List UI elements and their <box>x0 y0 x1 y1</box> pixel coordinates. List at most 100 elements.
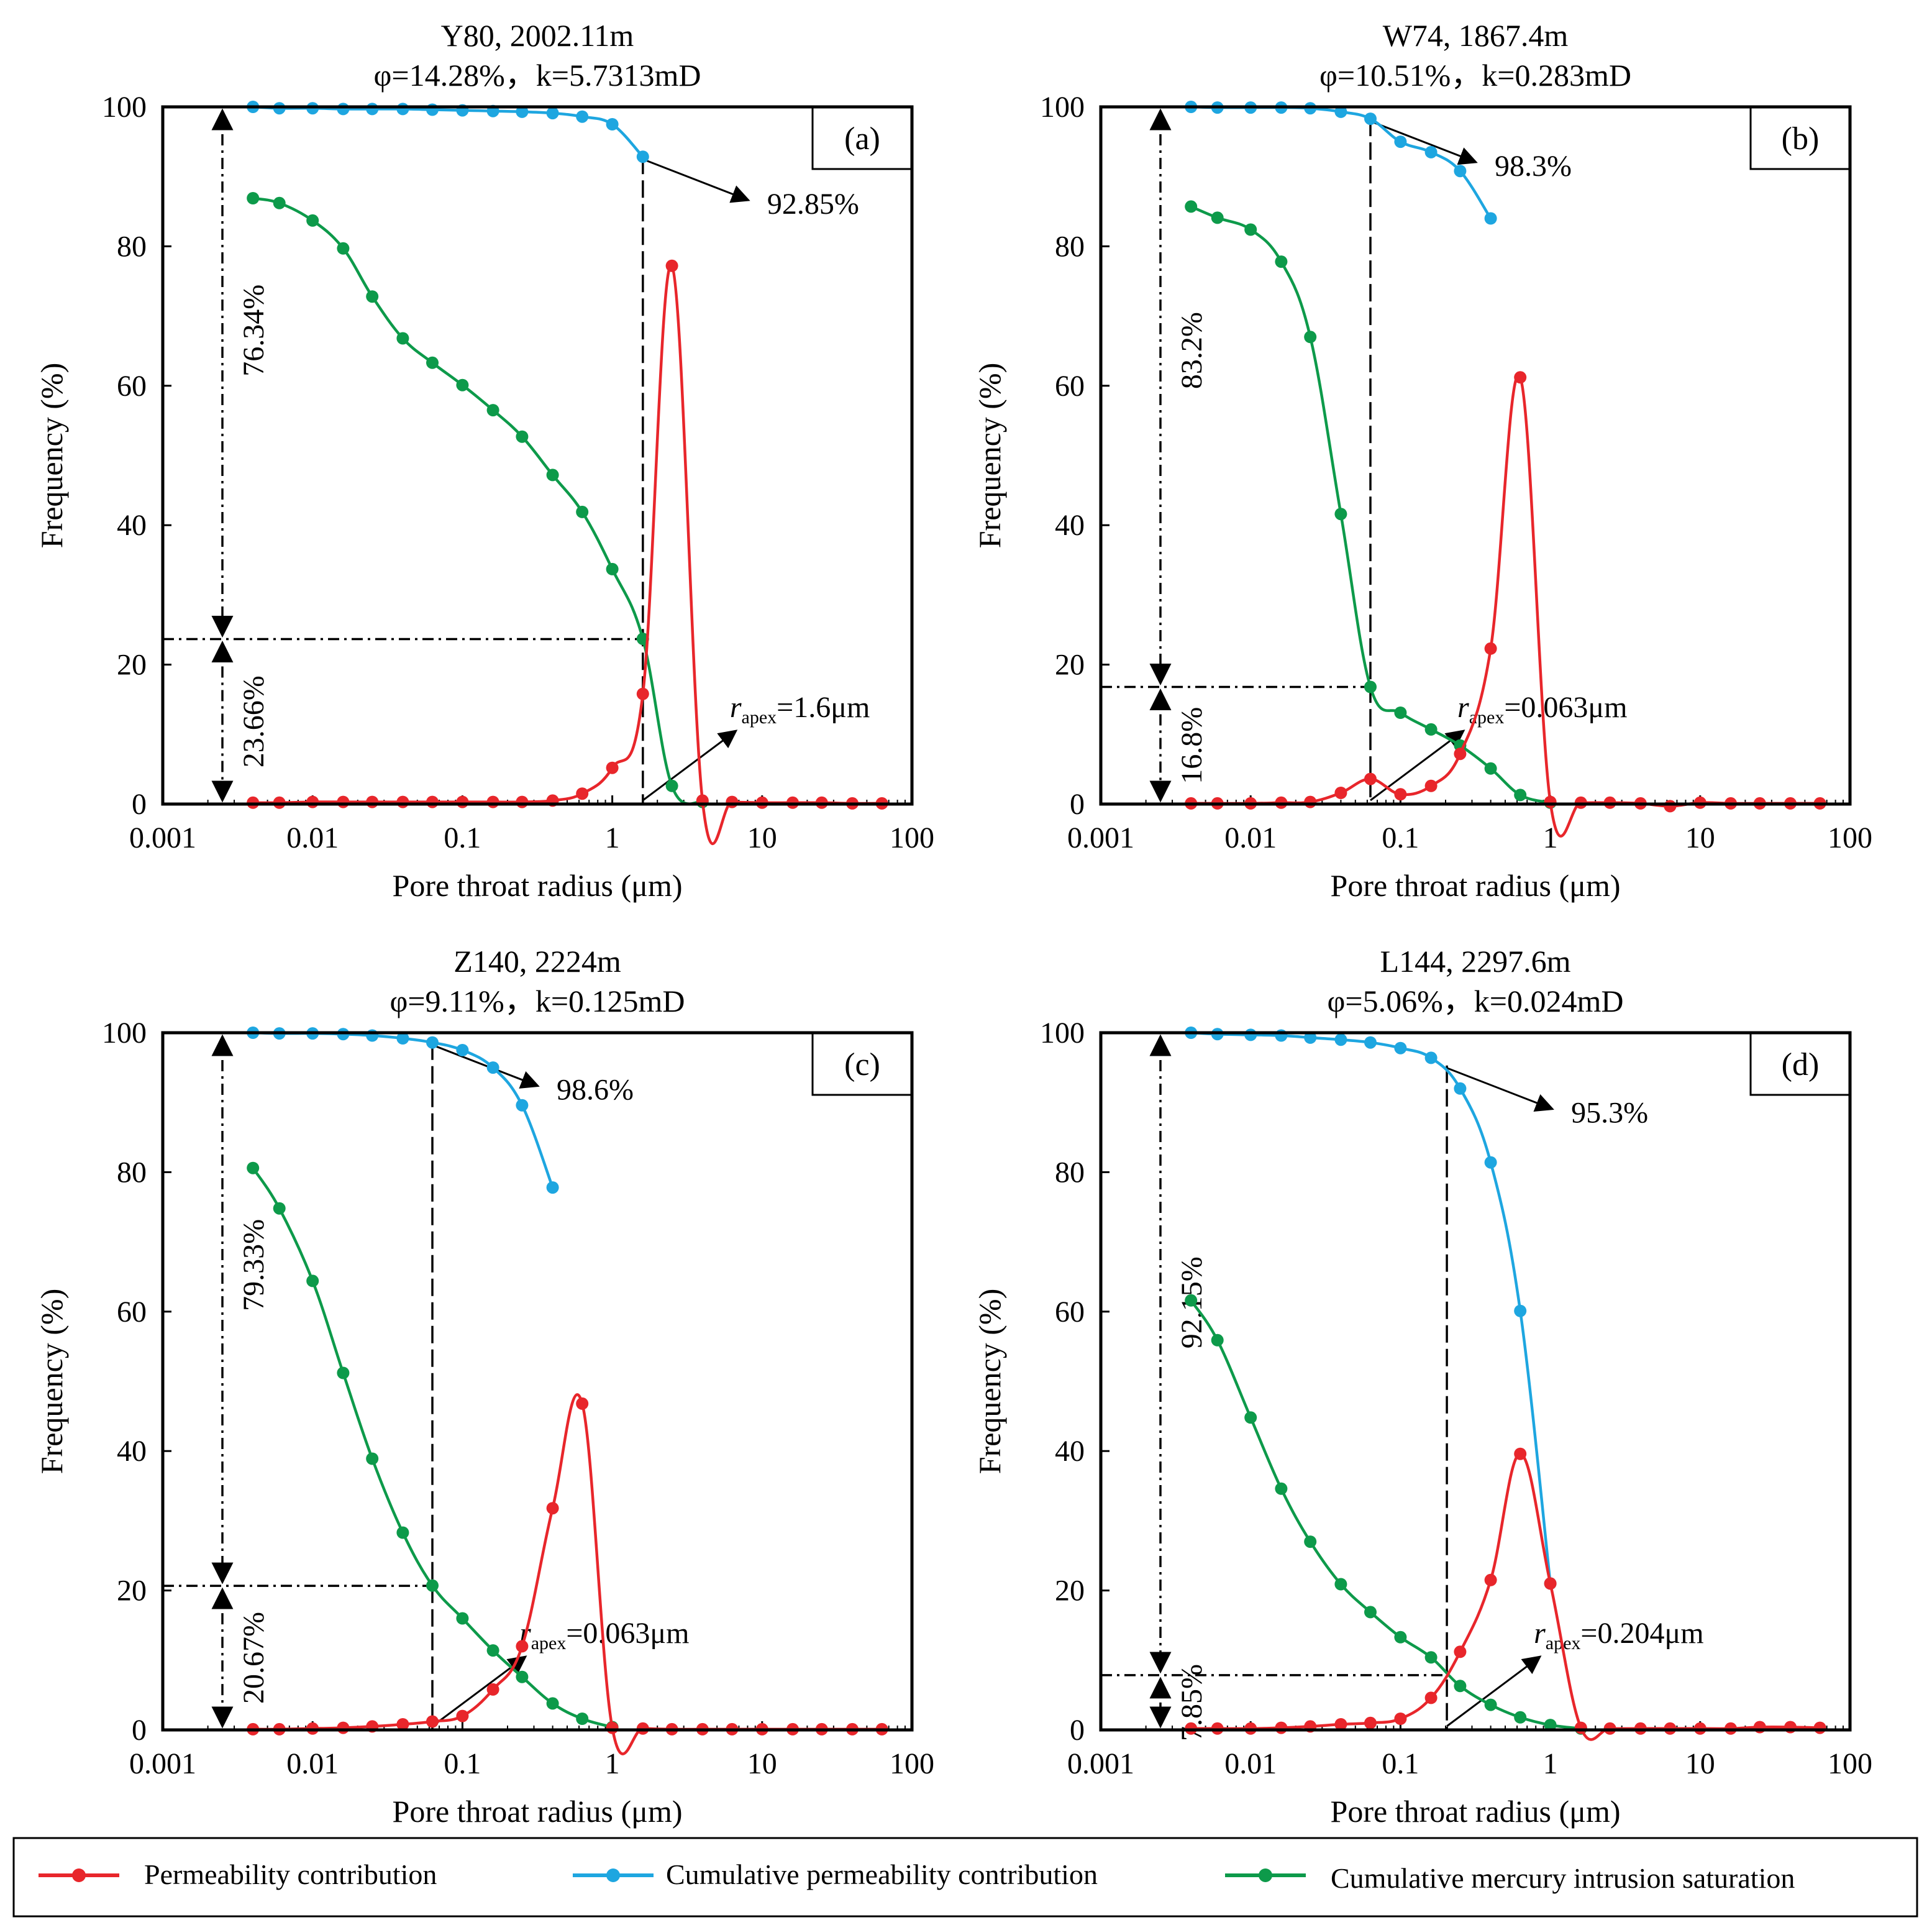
data-point-cumulative-permeability-contribution <box>1484 1156 1497 1169</box>
data-point-permeability-contribution <box>1484 642 1497 655</box>
y-tick-label: 80 <box>117 1156 147 1189</box>
y-tick-label: 60 <box>1055 1296 1085 1329</box>
legend-label-cumulative-mercury-intrusion-saturation: Cumulative mercury intrusion saturation <box>1331 1862 1795 1894</box>
r-apex-value: =0.063μm <box>1504 691 1627 724</box>
data-point-cumulative-mercury-intrusion-saturation <box>1484 1698 1497 1711</box>
x-tick-label: 0.01 <box>1224 821 1277 854</box>
panel-label: (c) <box>844 1047 880 1082</box>
data-point-cumulative-mercury-intrusion-saturation <box>606 562 619 575</box>
r-apex-arrow <box>1370 729 1465 802</box>
data-point-cumulative-permeability-contribution <box>426 1036 439 1049</box>
data-point-cumulative-mercury-intrusion-saturation <box>486 1644 499 1657</box>
y-tick-label: 40 <box>1055 509 1085 542</box>
x-tick-label: 10 <box>747 821 777 854</box>
data-point-permeability-contribution <box>456 795 469 808</box>
data-point-cumulative-mercury-intrusion-saturation <box>1185 200 1198 213</box>
legend-box <box>12 1837 1918 1918</box>
data-point-cumulative-permeability-contribution <box>396 103 409 116</box>
data-point-cumulative-permeability-contribution <box>366 103 379 116</box>
data-point-permeability-contribution <box>486 795 499 808</box>
data-point-cumulative-mercury-intrusion-saturation <box>1304 331 1317 344</box>
data-point-permeability-contribution <box>1275 1721 1288 1734</box>
data-point-cumulative-mercury-intrusion-saturation <box>247 1161 260 1174</box>
x-tick-label: 0.001 <box>1067 821 1134 854</box>
data-point-cumulative-mercury-intrusion-saturation <box>456 1612 469 1625</box>
data-point-permeability-contribution <box>426 1715 439 1728</box>
data-point-permeability-contribution <box>486 1683 499 1696</box>
x-tick-label: 0.01 <box>286 821 339 854</box>
plot-frame <box>161 105 914 806</box>
y-tick-label: 40 <box>117 1435 147 1468</box>
data-point-permeability-contribution <box>1334 1718 1347 1731</box>
data-point-permeability-contribution <box>1484 1573 1497 1586</box>
data-point-permeability-contribution <box>396 795 409 808</box>
legend: Permeability contribution Cumulative per… <box>12 1837 1918 1918</box>
r-apex-value: =0.063μm <box>566 1617 689 1650</box>
data-point-cumulative-mercury-intrusion-saturation <box>1364 680 1377 693</box>
cumulative-point-label: 92.85% <box>767 188 859 221</box>
x-tick-label: 1 <box>1543 1747 1558 1780</box>
data-point-cumulative-mercury-intrusion-saturation <box>1394 707 1407 719</box>
x-axis-label: Pore throat radius (μm) <box>393 868 683 903</box>
x-tick-label: 0.001 <box>1067 1747 1134 1780</box>
data-point-cumulative-mercury-intrusion-saturation <box>247 192 260 204</box>
data-point-cumulative-permeability-contribution <box>396 1032 409 1045</box>
data-point-cumulative-mercury-intrusion-saturation <box>337 242 350 255</box>
y-axis-label: Frequency (%) <box>972 1289 1007 1475</box>
data-point-permeability-contribution <box>1544 795 1557 808</box>
data-point-permeability-contribution <box>726 795 739 808</box>
upper-percentage-label: 83.2% <box>1175 312 1208 389</box>
y-tick-label: 60 <box>117 370 147 403</box>
r-apex-arrow <box>642 729 738 802</box>
data-point-cumulative-permeability-contribution <box>456 1044 469 1056</box>
data-point-cumulative-mercury-intrusion-saturation <box>396 1526 409 1539</box>
data-point-permeability-contribution <box>516 795 529 808</box>
x-tick-label: 1 <box>605 821 620 854</box>
data-point-cumulative-permeability-contribution <box>636 150 649 163</box>
chart-title: L144, 2297.6m <box>1380 944 1571 979</box>
data-point-cumulative-mercury-intrusion-saturation <box>1514 789 1527 802</box>
data-point-cumulative-mercury-intrusion-saturation <box>576 1713 589 1725</box>
y-tick-label: 20 <box>117 649 147 682</box>
data-point-cumulative-permeability-contribution <box>516 1099 529 1112</box>
cumulative-point-arrow <box>1446 1067 1554 1112</box>
chart-subtitle: φ=10.51%，k=0.283mD <box>1319 58 1631 93</box>
chart-title: Y80, 2002.11m <box>441 18 634 53</box>
data-point-cumulative-mercury-intrusion-saturation <box>1211 211 1224 224</box>
data-point-cumulative-mercury-intrusion-saturation <box>1275 1482 1288 1495</box>
data-point-cumulative-mercury-intrusion-saturation <box>456 378 469 391</box>
data-point-cumulative-mercury-intrusion-saturation <box>366 1452 379 1465</box>
data-point-cumulative-mercury-intrusion-saturation <box>1185 1294 1198 1307</box>
data-point-permeability-contribution <box>1454 1645 1467 1658</box>
chart-title: W74, 1867.4m <box>1383 18 1569 53</box>
data-point-permeability-contribution <box>337 1721 350 1734</box>
chart-panel-c: Z140, 2224m φ=9.11%，k=0.125mD 0.001 0.01 0.1… <box>34 944 934 1829</box>
chart-title: Z140, 2224m <box>453 944 621 979</box>
data-point-permeability-contribution <box>1304 795 1317 808</box>
data-point-cumulative-mercury-intrusion-saturation <box>366 290 379 303</box>
series-line-cumulative-permeability-contribution <box>253 1031 554 1188</box>
data-point-cumulative-mercury-intrusion-saturation <box>1424 1651 1438 1664</box>
data-point-permeability-contribution <box>1514 1447 1527 1460</box>
series-line-cumulative-permeability-contribution <box>1191 105 1492 219</box>
data-point-cumulative-mercury-intrusion-saturation <box>546 1697 559 1710</box>
data-point-permeability-contribution <box>546 1502 559 1515</box>
data-point-cumulative-mercury-intrusion-saturation <box>426 1579 439 1592</box>
y-tick-label: 80 <box>117 230 147 263</box>
x-tick-label: 0.001 <box>129 821 196 854</box>
plot-frame <box>161 1031 914 1732</box>
data-point-cumulative-mercury-intrusion-saturation <box>665 779 678 792</box>
r-apex-arrow <box>1446 1655 1542 1727</box>
data-point-cumulative-mercury-intrusion-saturation <box>273 196 286 209</box>
series-line-cumulative-mercury-intrusion-saturation <box>1190 205 1551 804</box>
data-point-permeability-contribution <box>1454 748 1467 761</box>
data-point-cumulative-permeability-contribution <box>1484 212 1497 225</box>
y-tick-label: 20 <box>117 1575 147 1608</box>
series-line-permeability-contribution <box>1191 373 1820 838</box>
data-point-cumulative-mercury-intrusion-saturation <box>1364 1606 1377 1619</box>
data-point-permeability-contribution <box>456 1709 469 1722</box>
chart-subtitle: φ=5.06%，k=0.024mD <box>1328 984 1624 1018</box>
legend-label-permeability-contribution: Permeability contribution <box>144 1859 437 1890</box>
x-axis-label: Pore throat radius (μm) <box>393 1794 683 1829</box>
